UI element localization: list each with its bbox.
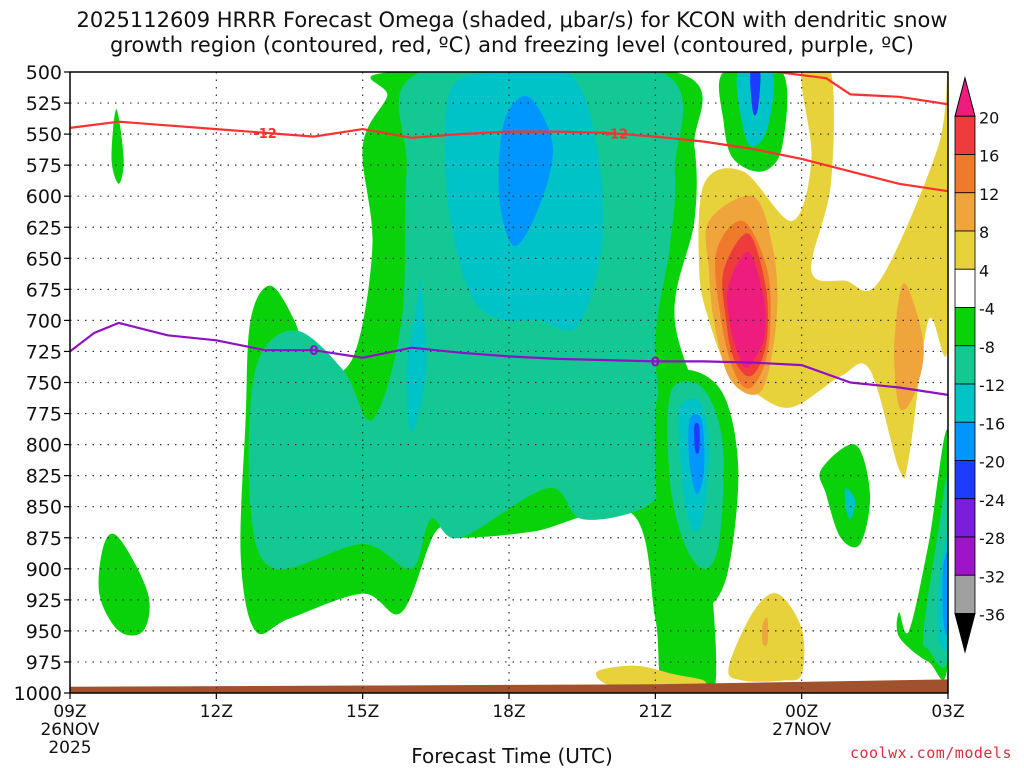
omega-field-orange-bottom-dot [762,617,769,647]
y-tick-label: 775 [26,404,62,426]
x-axis-label: Forecast Time (UTC) [411,744,613,768]
chart-title-line-2: growth region (contoured, red, ºC) and f… [110,33,914,57]
omega-field-magenta-right-core [727,252,766,368]
x-tick-date: 26NOV [40,720,99,740]
colorbar-label: -20 [979,453,1005,472]
freezing-label-b: 0 [651,355,660,370]
freezing-level-line [70,321,948,396]
omega-field-blue-bottom-right [942,552,948,635]
x-tick-label: 00Z [785,702,818,722]
x-tick-label: 09Z [53,702,86,722]
y-tick-label: 500 [26,62,62,84]
colorbar-swatch [954,574,976,614]
colorbar-swatch [954,345,976,385]
y-tick-label: 650 [26,248,62,270]
omega-field-cyan-mid-sliver [406,280,427,433]
colorbar: 20 16 12 8 4 -4 -8 -12 -16 -20 -24 -28 -32 -36 [954,76,1005,654]
y-tick-label: 700 [26,310,62,332]
colorbar-label: -8 [979,338,995,357]
colorbar-label: -36 [979,606,1005,625]
colorbar-swatch [954,268,976,308]
y-tick-label: 900 [26,559,62,581]
plot-area: -12 -12 0 0 [70,72,948,693]
omega-field-yellow-bottom-strip [595,665,707,689]
y-tick-label: 850 [26,497,62,519]
omega-field-blue-top-right-lobe [750,72,761,116]
y-tick-label: 800 [26,435,62,457]
x-tick-label: 03Z [931,702,964,722]
colorbar-label: 16 [979,147,999,166]
x-tick-label: 15Z [346,702,379,722]
omega-field-blue-lower-lobe [688,413,705,495]
colorbar-swatch [954,307,976,347]
omega-field-blue-upper-blob [498,96,554,247]
omega-field-orange-right-tail [894,283,924,411]
freezing-label-a: 0 [309,344,318,359]
colorbar-swatch [954,192,976,232]
y-tick-label: 750 [26,373,62,395]
omega-field-green-left-sliver [111,109,124,184]
y-tick-label: 725 [26,341,62,363]
colorbar-swatch [954,536,976,576]
colorbar-swatch [954,460,976,500]
omega-field-green-left-blob [98,533,150,636]
dgz-isotherm-line [70,120,948,193]
axes: 500 525 550 575 600 625 650 675 700 725 750 775 800 8… [14,62,965,758]
chart-title-line-1: 2025112609 HRRR Forecast Omega (shaded, … [76,8,948,32]
x-tick-date: 27NOV [772,720,831,740]
y-tick-label: 550 [26,124,62,146]
colorbar-swatch [954,383,976,423]
colorbar-label: -24 [979,491,1005,510]
credit-text: coolwx.com/models [849,744,1012,762]
y-tick-label: 625 [26,217,62,239]
y-tick-label: 975 [26,652,62,674]
y-tick-label: 675 [26,279,62,301]
colorbar-swatch [954,154,976,194]
colorbar-swatch [954,421,976,461]
y-tick-label: 1000 [14,683,62,705]
x-tick-year: 2025 [48,738,91,758]
omega-field-darkblue-lower-core [694,422,700,454]
colorbar-label: -28 [979,529,1005,548]
colorbar-label: -4 [979,300,995,319]
colorbar-label: 4 [979,261,989,280]
y-tick-label: 575 [26,155,62,177]
colorbar-swatch [954,230,976,270]
y-tick-label: 600 [26,186,62,208]
y-tick-label: 950 [26,621,62,643]
y-tick-label: 925 [26,590,62,612]
y-tick-label: 525 [26,93,62,115]
colorbar-label: 20 [979,108,999,127]
x-tick-label: 21Z [639,702,672,722]
colorbar-label: 12 [979,185,999,204]
omega-field-cyan-small-right [844,488,856,520]
y-tick-label: 875 [26,528,62,550]
dgz-label-a: -12 [253,127,277,142]
colorbar-label: -12 [979,376,1005,395]
colorbar-arrow-bottom [954,613,976,654]
colorbar-label: -16 [979,414,1005,433]
x-tick-label: 18Z [492,702,525,722]
x-tick-label: 12Z [200,702,233,722]
colorbar-label: 8 [979,223,989,242]
colorbar-swatch [954,115,976,155]
colorbar-label: -32 [979,567,1005,586]
terrain-surface [70,679,948,693]
dgz-label-b: -12 [605,128,629,143]
dgz-isotherm-line-upper [777,72,948,106]
colorbar-arrow-top [954,76,976,117]
colorbar-swatch [954,498,976,538]
y-tick-label: 825 [26,466,62,488]
shaded-fields: -12 -12 0 0 [70,72,948,693]
